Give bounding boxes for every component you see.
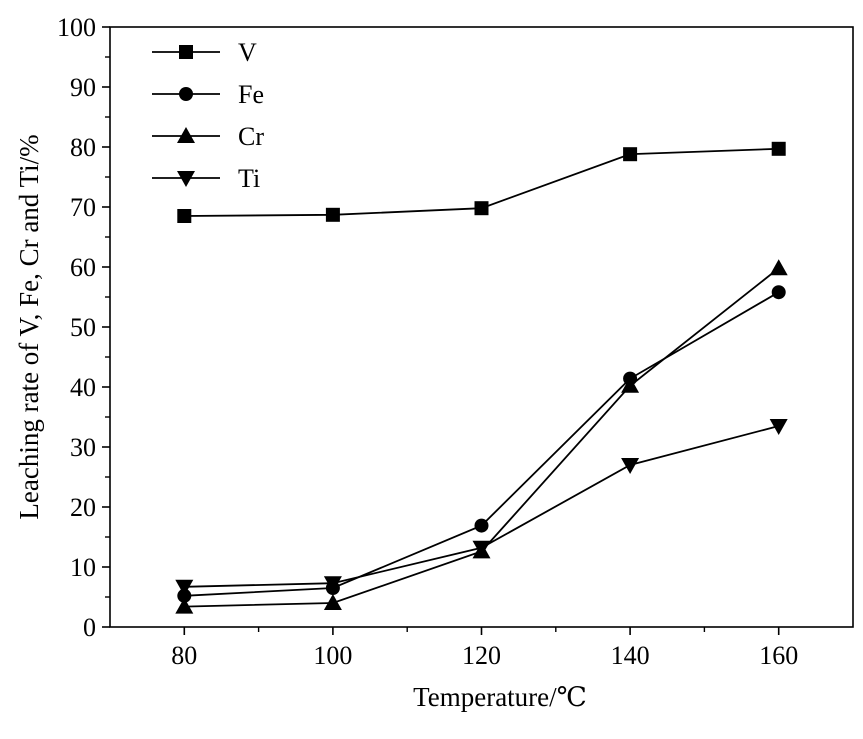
- legend: V Fe Cr Ti: [152, 38, 264, 193]
- legend-item-fe: Fe: [152, 80, 264, 109]
- data-point-ti: [175, 579, 194, 596]
- axes: 0 10 20 30 40 50 60 70 80 90 100 80 100 120 140 160: [57, 13, 854, 670]
- y-axis-title: Leaching rate of V, Fe, Cr and Ti/%: [14, 134, 44, 519]
- legend-label: Ti: [238, 164, 260, 193]
- x-tick-label: 100: [313, 641, 352, 670]
- y-tick-label: 10: [70, 553, 96, 582]
- y-tick-label: 30: [70, 433, 96, 462]
- data-point-cr: [323, 594, 342, 610]
- legend-marker: [177, 171, 195, 187]
- legend-item-cr: Cr: [152, 122, 264, 151]
- y-tick-label: 60: [70, 253, 96, 282]
- legend-item-v: V: [152, 38, 257, 67]
- legend-label: Cr: [238, 122, 264, 151]
- series-line-ti: [184, 425, 779, 588]
- x-tick-label: 140: [611, 641, 650, 670]
- data-point-fe: [474, 518, 489, 533]
- legend-marker: [179, 45, 193, 59]
- y-tick-label: 70: [70, 193, 96, 222]
- data-point-cr: [621, 376, 640, 393]
- data-point-v: [177, 209, 192, 223]
- plot-frame: [109, 26, 854, 628]
- data-point-ti: [621, 458, 640, 474]
- data-point-v: [623, 147, 638, 162]
- legend-marker: [179, 87, 193, 101]
- y-tick-label: 50: [70, 313, 96, 342]
- legend-marker: [177, 127, 195, 143]
- data-point-cr: [769, 259, 788, 276]
- y-tick-label: 80: [70, 133, 96, 162]
- y-tick-label: 100: [57, 13, 96, 42]
- data-point-cr: [175, 597, 194, 614]
- series-ti: [175, 419, 788, 596]
- data-point-ti: [472, 540, 491, 557]
- data-point-ti: [769, 419, 788, 435]
- data-point-v: [325, 207, 340, 222]
- x-tick-label: 160: [759, 641, 798, 670]
- series-cr: [175, 259, 788, 614]
- legend-item-ti: Ti: [152, 164, 260, 193]
- legend-label: V: [238, 38, 257, 67]
- series-v: [177, 141, 786, 223]
- x-axis-title: Temperature/℃: [413, 682, 587, 712]
- x-tick-label: 120: [462, 641, 501, 670]
- x-tick-label: 80: [171, 641, 197, 670]
- series-fe: [177, 285, 786, 603]
- series-layer: [175, 141, 788, 614]
- data-point-v: [474, 201, 489, 216]
- data-point-ti: [323, 576, 342, 593]
- y-tick-label: 20: [70, 493, 96, 522]
- legend-label: Fe: [238, 80, 264, 109]
- data-point-fe: [771, 285, 786, 300]
- y-tick-label: 0: [83, 613, 96, 642]
- data-point-v: [771, 141, 786, 156]
- y-tick-label: 90: [70, 73, 96, 102]
- y-tick-label: 40: [70, 373, 96, 402]
